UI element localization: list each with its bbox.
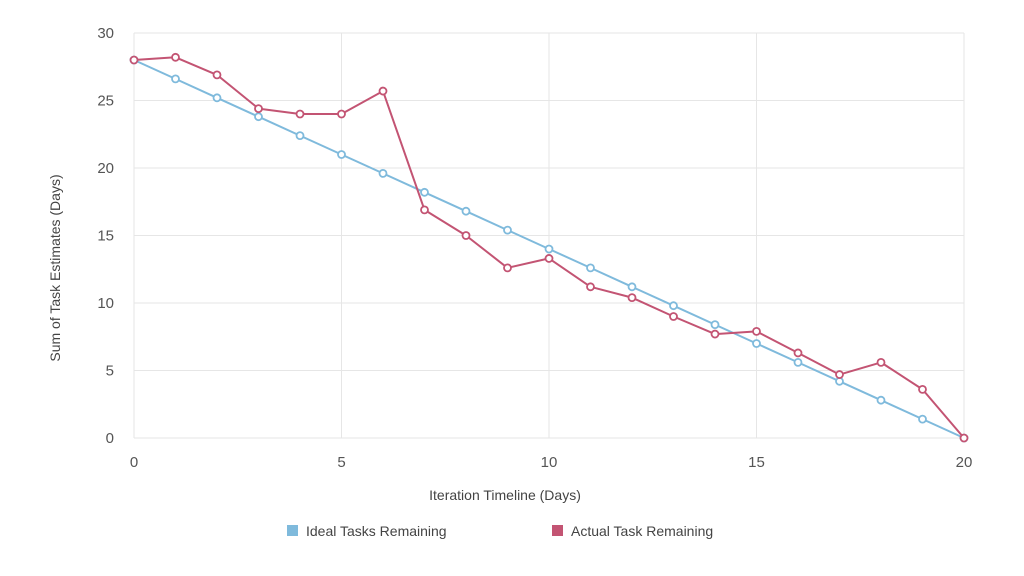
data-point — [959, 433, 969, 443]
legend-swatch — [552, 525, 563, 536]
x-axis-ticks: 0 5 10 15 20 — [130, 454, 973, 471]
data-point — [378, 168, 388, 178]
data-point — [254, 104, 263, 113]
x-tick-label: 20 — [956, 454, 973, 471]
data-point — [544, 244, 554, 254]
data-point — [669, 301, 678, 311]
y-tick-label: 10 — [97, 295, 114, 312]
data-point — [378, 86, 388, 96]
series-actual — [129, 52, 969, 443]
data-point — [586, 263, 595, 273]
legend-swatch — [287, 525, 298, 536]
data-point — [295, 109, 305, 119]
data-point — [461, 231, 471, 240]
legend-item: Ideal Tasks Remaining — [287, 523, 447, 539]
data-point — [503, 225, 512, 235]
data-point — [586, 282, 595, 292]
data-point — [254, 112, 263, 122]
y-tick-label: 15 — [97, 228, 114, 245]
x-tick-label: 5 — [337, 454, 345, 471]
y-tick-label: 5 — [106, 363, 114, 380]
y-tick-label: 20 — [97, 160, 114, 177]
y-axis-label: Sum of Task Estimates (Days) — [47, 174, 63, 361]
data-point — [669, 312, 678, 321]
legend: Ideal Tasks Remaining Actual Task Remaini… — [287, 523, 713, 539]
series-lines — [129, 52, 969, 443]
data-point — [337, 109, 346, 119]
x-tick-label: 15 — [748, 454, 765, 471]
data-point — [212, 70, 222, 80]
legend-label: Actual Task Remaining — [571, 523, 713, 539]
data-point — [710, 320, 720, 330]
y-tick-label: 0 — [106, 430, 114, 447]
data-point — [461, 206, 471, 216]
data-point — [876, 395, 886, 405]
data-point — [212, 93, 222, 103]
data-point — [544, 254, 554, 263]
x-tick-label: 0 — [130, 454, 138, 471]
data-point — [793, 357, 803, 367]
data-point — [503, 263, 512, 273]
x-tick-label: 10 — [541, 454, 558, 471]
y-tick-label: 25 — [97, 93, 114, 110]
x-axis-label: Iteration Timeline (Days) — [429, 487, 581, 503]
data-point — [876, 357, 886, 367]
data-point — [918, 384, 927, 394]
y-tick-label: 30 — [97, 25, 114, 42]
data-point — [793, 348, 803, 358]
data-point — [627, 282, 637, 292]
grid — [133, 32, 965, 439]
data-point — [171, 52, 180, 62]
data-point — [420, 205, 429, 215]
data-point — [918, 414, 927, 424]
data-point — [627, 293, 637, 303]
y-axis-ticks: 0 5 10 15 20 25 30 — [97, 25, 114, 447]
data-point — [337, 150, 346, 159]
data-point — [835, 370, 844, 379]
data-point — [129, 55, 139, 65]
legend-item: Actual Task Remaining — [552, 523, 713, 539]
data-point — [420, 187, 429, 197]
data-point — [295, 131, 305, 141]
data-point — [752, 326, 761, 336]
data-point — [752, 339, 761, 348]
data-point — [171, 74, 180, 84]
legend-label: Ideal Tasks Remaining — [306, 523, 447, 539]
data-point — [710, 329, 720, 339]
